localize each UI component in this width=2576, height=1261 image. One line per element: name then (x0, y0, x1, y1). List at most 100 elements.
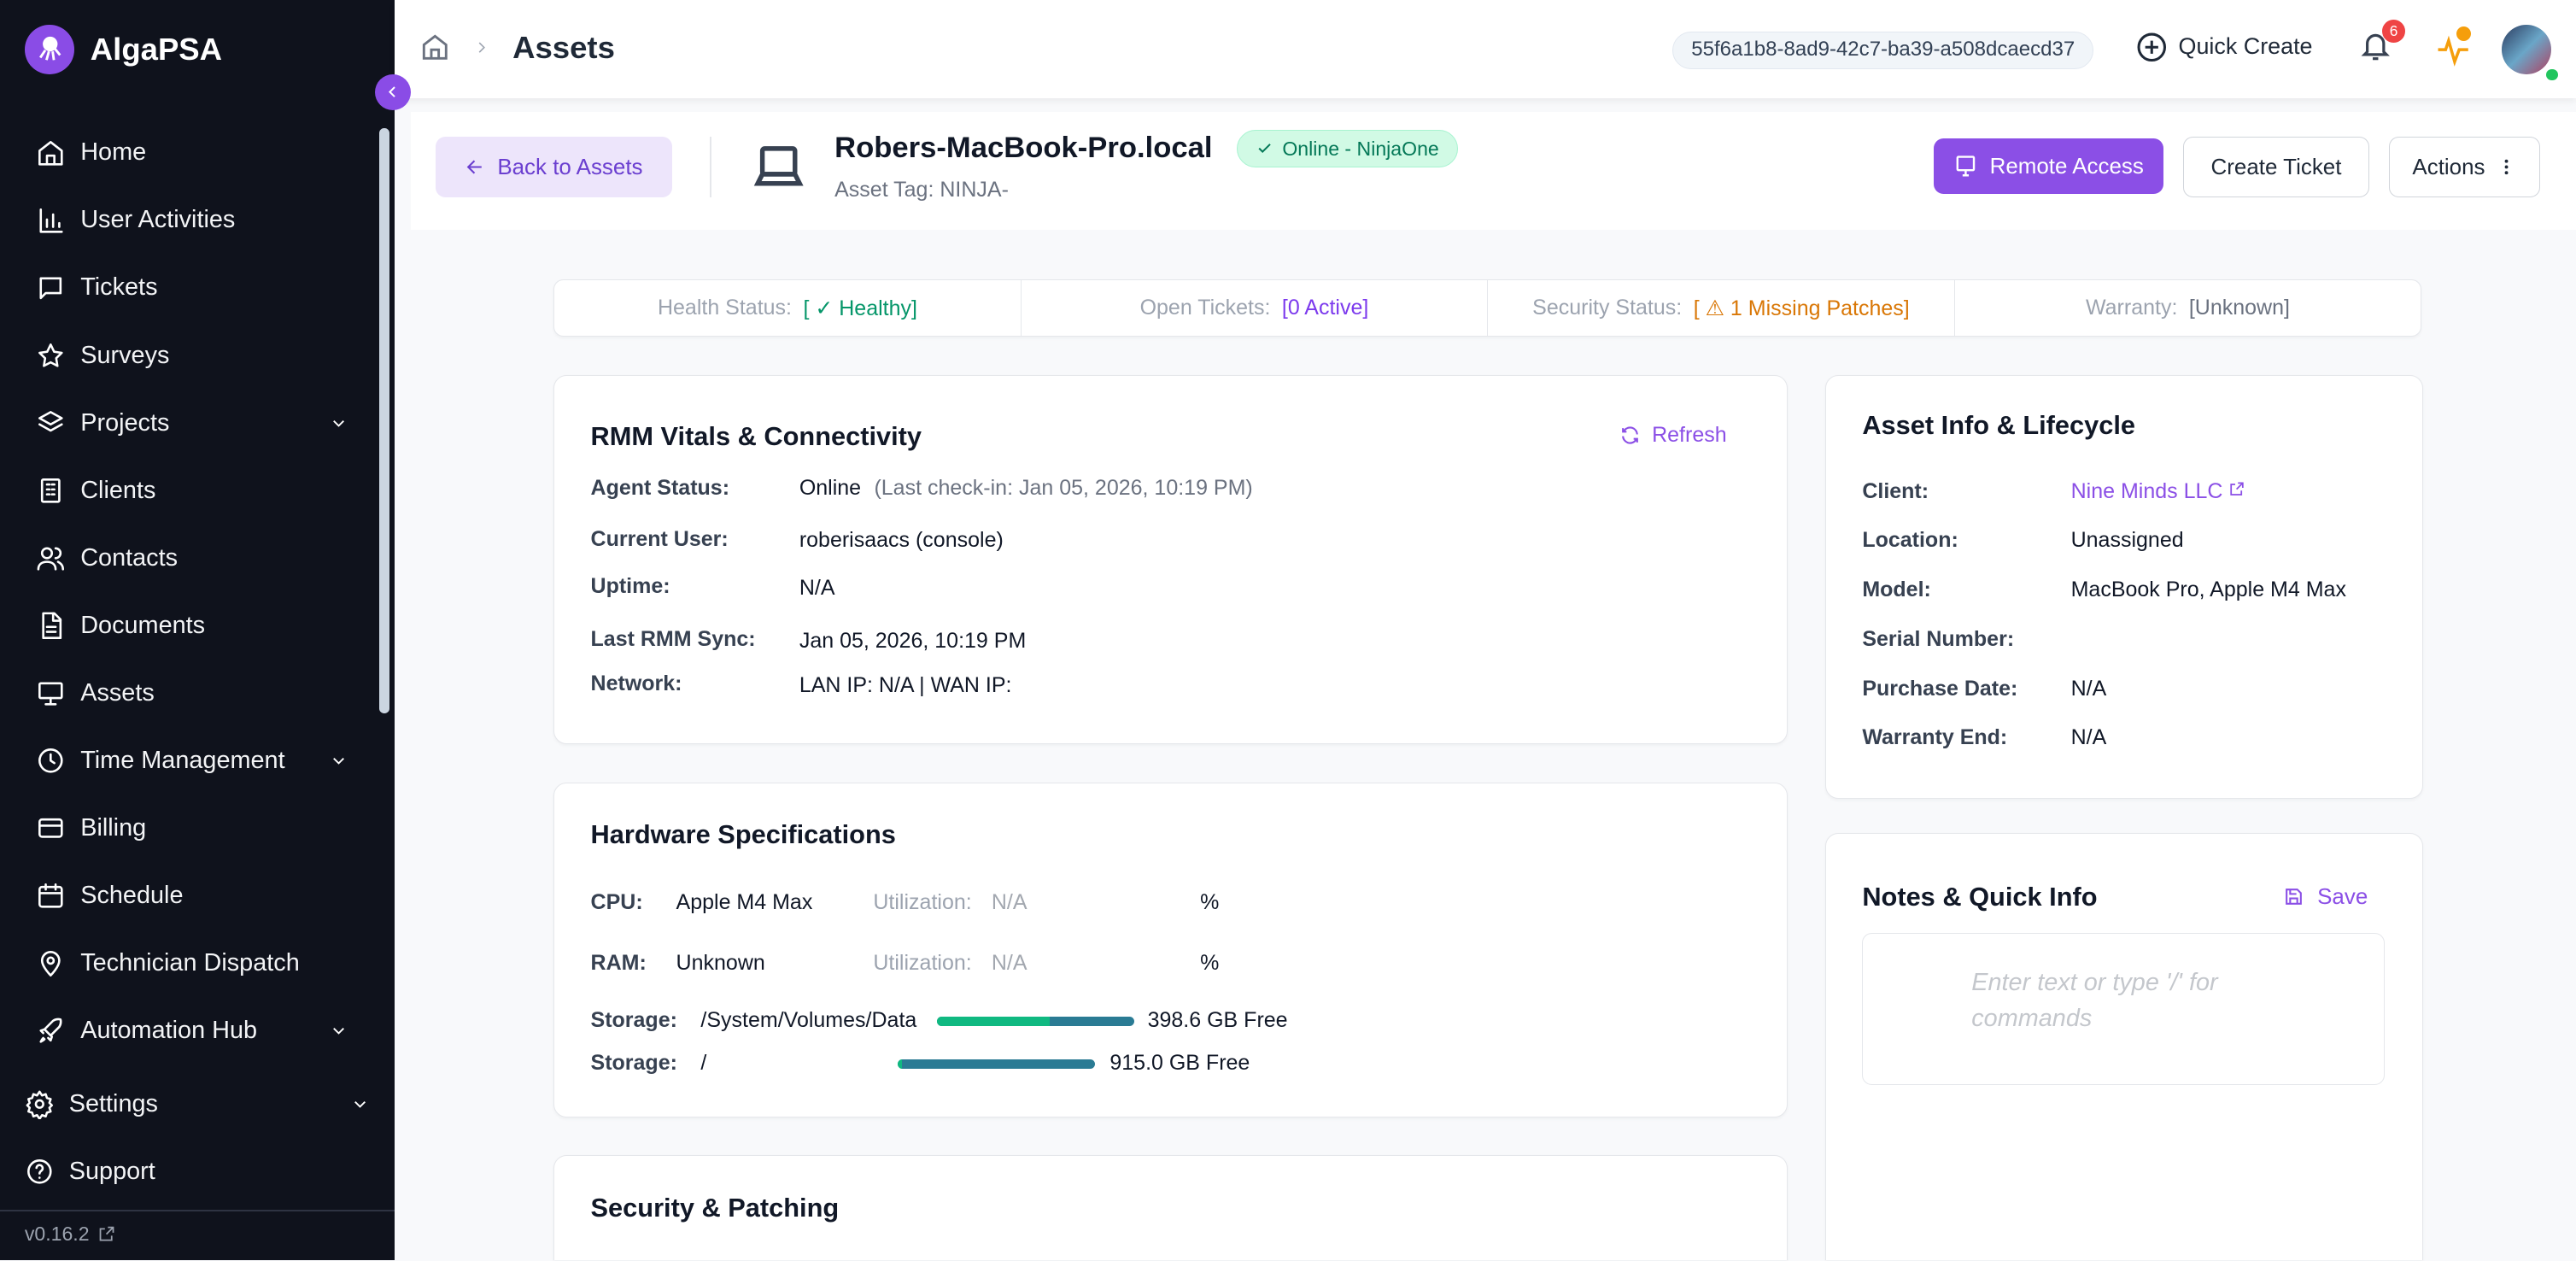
cpu-utilization-value: N/A (991, 889, 1027, 914)
asset-info-card: Asset Info & Lifecycle Client: Nine Minds… (1825, 374, 2424, 799)
rmm-row-label: Current User: (590, 526, 729, 551)
sidebar-item-label: Support (68, 1157, 155, 1185)
rmm-card-title: RMM Vitals & Connectivity (590, 421, 922, 452)
sidebar-item-user-activities[interactable]: User Activities (36, 196, 348, 245)
sidebar-item-tickets[interactable]: Tickets (36, 263, 348, 313)
asset-info-label: Client: (1862, 478, 1929, 503)
refresh-button[interactable]: Refresh (1619, 423, 1727, 448)
quick-create-label: Quick Create (2178, 33, 2313, 60)
sidebar-item-label: Surveys (80, 341, 170, 369)
chevron-right-icon (478, 42, 485, 53)
sidebar-item-surveys[interactable]: Surveys (36, 331, 348, 380)
status-value: [ ⚠ 1 Missing Patches] (1693, 296, 1910, 320)
sidebar-item-label: Billing (80, 813, 147, 842)
sidebar-item-projects[interactable]: Projects (36, 398, 348, 448)
sidebar-item-label: Projects (80, 408, 170, 437)
top-header: Assets 55f6a1b8-8ad9-42c7-ba39-a508dcaec… (394, 0, 2576, 99)
storage-label: Storage: (590, 1008, 677, 1033)
last-check-in-note: (Last check-in: Jan 05, 2026, 10:19 PM) (874, 475, 1253, 500)
quick-create-button[interactable]: Quick Create (2136, 32, 2313, 63)
status-cell: Security Status: [ ⚠ 1 Missing Patches] (1488, 279, 1955, 337)
sidebar-item-clients[interactable]: Clients (36, 466, 348, 515)
security-patching-card: Security & Patching (553, 1155, 1788, 1261)
monitor-icon (38, 682, 63, 706)
sidebar-item-schedule[interactable]: Schedule (36, 871, 348, 921)
breadcrumb: Assets (420, 30, 615, 66)
chevron-down-icon (332, 419, 344, 427)
sidebar-item-documents[interactable]: Documents (36, 601, 348, 650)
storage-free: 915.0 GB Free (1109, 1051, 1250, 1076)
plus-circle-icon (2137, 32, 2166, 62)
cpu-value: Apple M4 Max (676, 889, 813, 914)
bell-icon[interactable] (2359, 30, 2392, 62)
sidebar-item-time-management[interactable]: Time Management (36, 736, 348, 786)
rocket-icon (39, 1018, 62, 1043)
sidebar-item-label: Assets (80, 678, 155, 707)
home-icon[interactable] (420, 32, 450, 62)
back-to-assets-button[interactable]: Back to Assets (435, 136, 672, 197)
star-icon (38, 343, 63, 367)
tenant-id-pill[interactable]: 55f6a1b8-8ad9-42c7-ba39-a508dcaecd37 (1672, 31, 2094, 69)
header-divider (709, 136, 711, 197)
storage-used-fill (898, 1059, 902, 1070)
status-cell: Warranty: [Unknown] (1955, 280, 2421, 336)
online-status-badge: Online - NinjaOne (1237, 129, 1458, 168)
sidebar-item-label: Settings (68, 1090, 158, 1118)
client-link[interactable]: Nine Minds LLC (2071, 479, 2245, 504)
sidebar-item-label: Schedule (80, 881, 184, 909)
sidebar-item-label: Automation Hub (80, 1017, 258, 1045)
asset-header: Back to Assets Robers-MacBook-Pro.local … (410, 111, 2576, 231)
save-notes-button[interactable]: Save (2283, 883, 2368, 910)
cpu-utilization-label: Utilization: (873, 889, 972, 914)
status-cell: Health Status: [ ✓ Healthy] (554, 279, 1022, 337)
remote-access-button[interactable]: Remote Access (1933, 138, 2164, 194)
hardware-card-title: Hardware Specifications (590, 818, 896, 849)
check-icon (1258, 144, 1271, 154)
app-logo[interactable]: AlgaPSA (24, 24, 222, 74)
save-label: Save (2317, 883, 2368, 909)
sidebar-item-technician-dispatch[interactable]: Technician Dispatch (36, 939, 348, 988)
rmm-row-label: Uptime: (590, 574, 670, 599)
status-value: [Unknown] (2188, 296, 2290, 320)
sidebar-item-home[interactable]: Home (36, 128, 348, 178)
rmm-row-value: LAN IP: N/A | WAN IP: (799, 672, 1012, 697)
rmm-vitals-card: RMM Vitals & Connectivity Refresh Agent … (553, 374, 1788, 745)
sidebar-item-support[interactable]: Support (25, 1147, 370, 1197)
page-title: Assets (512, 29, 615, 65)
home-icon (38, 140, 63, 166)
rmm-row-value: roberisaacs (console) (799, 528, 1004, 553)
storage-path: /System/Volumes/Data (700, 1008, 917, 1033)
storage-label: Storage: (590, 1051, 677, 1076)
ram-value: Unknown (676, 950, 765, 975)
rmm-row-value: N/A (799, 576, 835, 601)
notes-editor[interactable]: Enter text or type '/' for commands (1862, 932, 2385, 1086)
external-link-icon (99, 1226, 114, 1241)
sidebar-item-assets[interactable]: Assets (36, 668, 348, 718)
sidebar-item-automation-hub[interactable]: Automation Hub (36, 1006, 348, 1056)
notes-title: Notes & Quick Info (1862, 881, 2098, 912)
sidebar-item-billing[interactable]: Billing (36, 804, 348, 853)
sidebar: AlgaPSA Home User Activities Tickets Survey… (0, 0, 395, 1261)
sidebar-item-contacts[interactable]: Contacts (36, 533, 348, 583)
asset-status-bar: Health Status: [ ✓ Healthy] Open Tickets: [… (553, 279, 2422, 337)
ram-utilization-value: N/A (991, 950, 1027, 975)
asset-info-label: Warranty End: (1862, 725, 2008, 750)
rmm-row-label: Agent Status: (590, 475, 730, 500)
sidebar-item-settings[interactable]: Settings (25, 1080, 370, 1129)
activity-icon[interactable] (2435, 32, 2471, 67)
status-badge-label: Online - NinjaOne (1282, 137, 1439, 160)
user-avatar[interactable] (2502, 24, 2552, 74)
sidebar-scrollbar[interactable] (379, 128, 389, 713)
create-ticket-button[interactable]: Create Ticket (2183, 136, 2369, 197)
collapse-sidebar-button[interactable] (374, 73, 411, 110)
octopus-logo-icon (24, 24, 74, 74)
map-pin-icon (41, 951, 61, 977)
status-label: Open Tickets: (1139, 296, 1271, 320)
rmm-row-value: Online (Last check-in: Jan 05, 2026, 10:1… (799, 475, 1253, 500)
actions-menu-button[interactable]: Actions (2388, 136, 2540, 197)
chevron-down-icon (332, 757, 344, 765)
version-link[interactable]: v0.16.2 (25, 1223, 115, 1246)
file-icon (42, 612, 62, 639)
sidebar-item-label: Documents (80, 611, 206, 639)
chevron-down-icon (354, 1101, 366, 1108)
